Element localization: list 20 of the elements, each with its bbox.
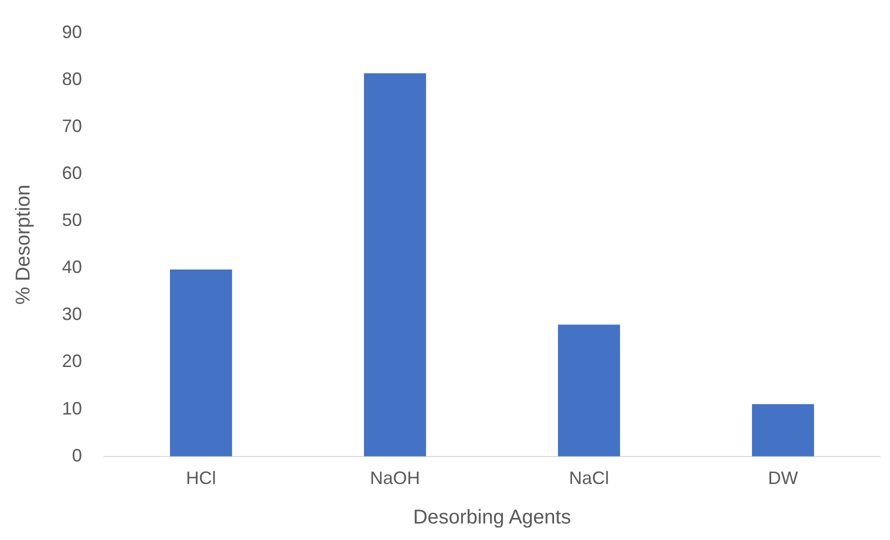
y-tick-label: 40 — [62, 257, 82, 278]
x-tick-label: NaOH — [370, 468, 420, 488]
y-tick-label: 60 — [62, 162, 82, 183]
y-tick-label: 20 — [62, 351, 82, 372]
bar — [752, 404, 814, 456]
y-tick-label: 80 — [62, 68, 82, 89]
x-tick-label: NaCl — [569, 468, 610, 488]
y-tick-label: 70 — [62, 116, 82, 136]
y-tick-label: 30 — [62, 304, 82, 324]
x-tick-label: HCl — [186, 468, 216, 488]
y-tick-label: 90 — [62, 22, 82, 42]
x-axis-title: Desorbing Agents — [413, 506, 571, 529]
bar — [364, 73, 426, 456]
y-tick-label: 0 — [72, 445, 82, 466]
bar — [558, 324, 620, 456]
y-axis-title: % Desorption — [12, 184, 35, 305]
x-tick-label: DW — [768, 468, 798, 488]
y-tick-label: 10 — [62, 398, 82, 418]
y-tick-label: 50 — [62, 210, 82, 230]
bar — [170, 270, 232, 456]
